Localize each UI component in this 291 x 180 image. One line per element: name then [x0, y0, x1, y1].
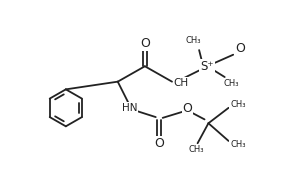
Text: CH₃: CH₃ [185, 36, 201, 45]
Text: CH₃: CH₃ [188, 145, 204, 154]
Text: CH₃: CH₃ [230, 140, 246, 148]
Text: O: O [182, 102, 192, 115]
Text: HN: HN [122, 103, 137, 113]
Text: S⁺: S⁺ [200, 60, 214, 73]
Text: CH: CH [173, 78, 189, 88]
Text: O: O [235, 42, 245, 55]
Text: O: O [154, 137, 164, 150]
Text: CH₃: CH₃ [224, 79, 239, 88]
Text: CH₃: CH₃ [230, 100, 246, 109]
Text: O: O [140, 37, 150, 50]
